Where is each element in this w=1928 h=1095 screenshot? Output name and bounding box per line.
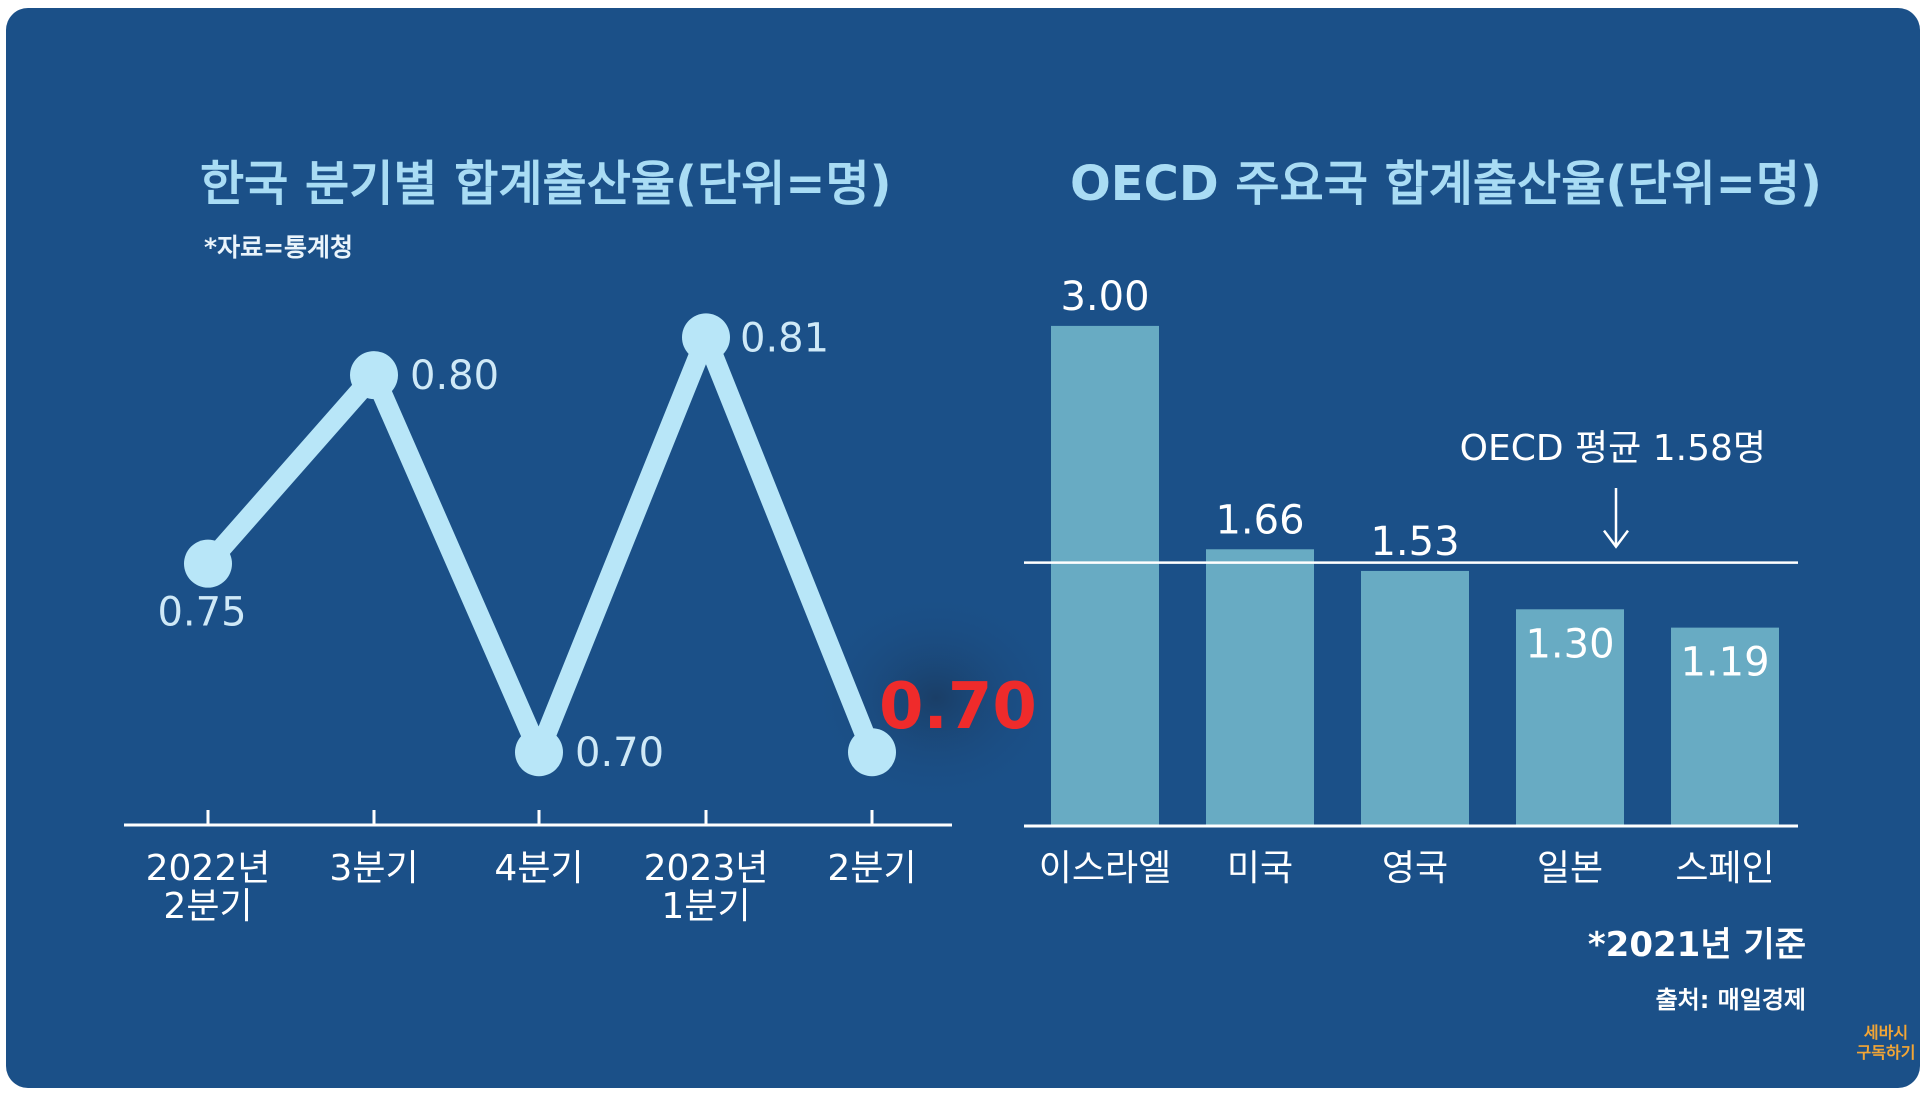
data-point-4	[848, 728, 896, 777]
data-point-3	[682, 313, 730, 362]
bar-value-label-2: 1.53	[1370, 519, 1459, 565]
source-credit: 출처: 매일경제	[1656, 986, 1806, 1014]
data-point-0	[184, 539, 232, 588]
data-point-1	[350, 351, 398, 400]
bar-value-label-1: 1.66	[1215, 497, 1304, 543]
bar-value-label-3: 1.30	[1525, 621, 1614, 667]
data-label-1: 0.80	[410, 353, 499, 399]
series-line	[198, 327, 882, 763]
chart-canvas: 한국 분기별 합계출산율(단위=명) *자료=통계청 OECD 주요국 합계출산…	[124, 156, 1916, 1062]
left-chart-title: 한국 분기별 합계출산율(단위=명)	[200, 156, 892, 212]
bar-3	[1516, 609, 1624, 826]
x-tick-label-0: 2022년 2분기	[146, 848, 271, 927]
bar-category-label-1: 미국	[1227, 848, 1293, 889]
bar-value-label-4: 1.19	[1680, 640, 1769, 686]
basis-note: *2021년 기준	[1588, 925, 1806, 965]
data-label-3: 0.81	[740, 315, 829, 361]
right-chart-title: OECD 주요국 합계출산율(단위=명)	[1070, 156, 1822, 212]
bar-value-label-0: 3.00	[1060, 274, 1149, 320]
left-chart-source-note: *자료=통계청	[204, 233, 353, 262]
oecd-average-label: OECD 평균 1.58명	[1460, 428, 1766, 469]
bar-category-label-4: 스페인	[1675, 848, 1774, 889]
bar-4	[1671, 627, 1779, 826]
bar-1	[1206, 549, 1314, 826]
watermark-channel[interactable]: 세바시	[1864, 1023, 1908, 1042]
data-point-2	[515, 728, 563, 777]
data-label-2: 0.70	[575, 730, 664, 776]
bar-category-label-3: 일본	[1537, 848, 1603, 889]
x-tick-label-4: 2분기	[827, 848, 916, 889]
bar-2	[1361, 570, 1469, 826]
x-tick-label-2: 4분기	[494, 848, 583, 889]
x-tick-label-1: 3분기	[329, 848, 418, 889]
infographic-panel: 한국 분기별 합계출산율(단위=명) *자료=통계청 OECD 주요국 합계출산…	[6, 8, 1920, 1088]
highlight-value-label: 0.70	[879, 670, 1037, 744]
quarterly-line-chart: 2022년 2분기 3분기 4분기 2023년 1분기 2분기 0.75 0.80 0.70 0.8…	[124, 313, 1066, 927]
oecd-bar-chart: 3.00 이스라엘 1.66 미국 1.53 영국 1.30 일본 1.19 스페인	[1024, 274, 1798, 889]
bar-category-label-0: 이스라엘	[1039, 848, 1171, 889]
bar-category-label-2: 영국	[1382, 848, 1448, 889]
bar-0	[1051, 325, 1159, 826]
watermark-subscribe[interactable]: 구독하기	[1857, 1043, 1916, 1062]
data-label-0: 0.75	[157, 590, 246, 636]
average-arrow-head	[1603, 529, 1629, 549]
x-tick-label-3: 2023년 1분기	[644, 848, 769, 927]
